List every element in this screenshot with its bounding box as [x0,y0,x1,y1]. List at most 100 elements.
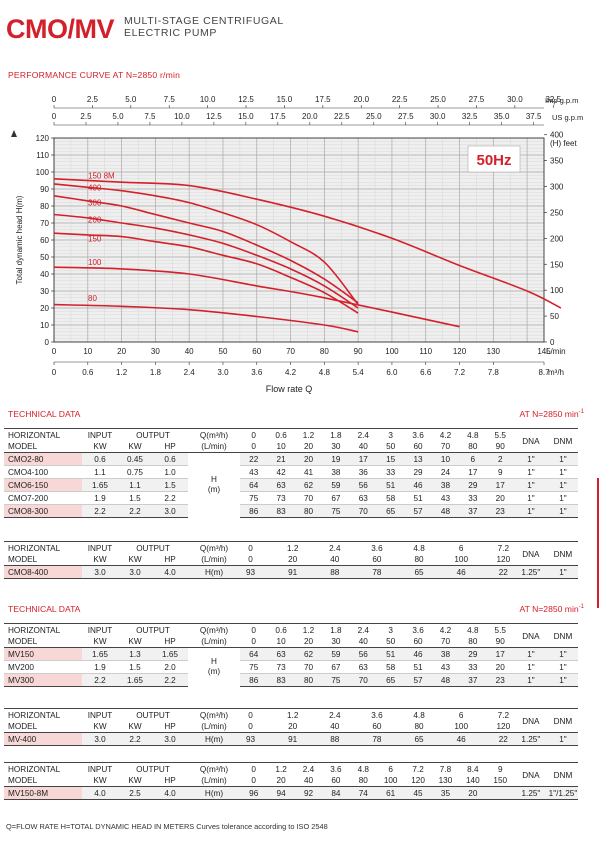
header-flow-lmin: 40 [330,721,340,731]
header-model: HORIZONTAL [4,541,83,554]
head-value-cell: 2 [486,452,514,466]
us-tick-label: 22.5 [334,112,350,121]
input-kw-cell: 0.6 [82,452,118,466]
empty-cell [429,565,451,579]
header-input-unit: KW [93,636,107,646]
head-value-cell: 96 [240,786,268,800]
header-dna: DNA [513,708,548,733]
head-value-cell: 62 [294,478,323,492]
head-value-cell: 88 [324,565,346,579]
output-kw-cell: 3.0 [118,565,153,579]
head-value-cell: 91 [282,732,304,746]
m3h-tick-label: 8.7 [538,368,550,377]
performance-title: PERFORMANCE CURVE AT N=2850 r/min [8,70,181,80]
header-flow-m3h [429,541,451,554]
header-flow-m3h: 3.6 [366,541,388,554]
header-flow-m3h: 4.8 [349,762,377,775]
head-value-cell: 43 [240,465,268,479]
dnm-cell: 1" [547,478,578,492]
header-flow-m3h: 0.6 [267,623,295,636]
y-tick-label: 60 [40,236,49,245]
header-flow-lmin: 60 [331,775,341,785]
lmin-tick-label: 70 [286,347,295,356]
dna-cell: 1" [513,478,548,492]
brand-title: CMO/MV [6,14,115,44]
head-value-cell: 17 [486,478,514,492]
dna-cell: 1" [513,673,548,687]
head-value-cell: 63 [267,647,295,661]
head-value-cell: 64 [240,478,268,492]
empty-cell [471,565,493,579]
y2-tick-label: 0 [550,338,555,347]
head-value-cell: 38 [322,465,350,479]
lmin-tick-label: 100 [385,347,399,356]
imp-tick-label: 0 [52,95,57,104]
head-value-cell: 24 [431,465,460,479]
model-cell: MV300 [4,673,82,687]
output-kw-cell: 2.2 [118,732,153,746]
header-q: Q(m³/h) [188,708,241,721]
us-tick-label: 27.5 [398,112,414,121]
header-flow-lmin: 90 [495,636,505,646]
curve-label: 80 [88,294,97,303]
header-flow-m3h [387,541,409,554]
table-row: MV300 2.2 1.65 2.2 86 83 80 75 70 65 57 48 37 23 1" 1" [4,673,578,687]
header-hp: HP [164,721,176,731]
head-value-cell: 20 [486,660,514,674]
head-value-cell: 17 [459,465,487,479]
model-cell: CMO8-400 [4,565,83,579]
head-value-cell: 45 [404,786,432,800]
m3h-tick-label: 0.6 [82,368,94,377]
header-model-2: MODEL [8,636,38,646]
header-flow-lmin [345,554,366,566]
curve-100 [53,266,460,328]
empty-cell [261,565,283,579]
head-value-cell: 22 [492,732,514,746]
head-value-cell: 43 [431,660,460,674]
dna-cell: 1" [513,491,548,505]
head-value-cell: 65 [376,504,405,518]
header-flow-lmin: 20 [276,775,286,785]
m3h-tick-label: 6.0 [386,368,398,377]
head-unit-meters: (m) [207,667,221,677]
head-unit-meters: (m) [207,485,221,495]
head-value-cell: 33 [376,465,405,479]
us-tick-label: 37.5 [526,112,542,121]
head-value-cell: 70 [349,673,377,687]
header-flow-lmin [387,554,408,566]
curve-label: 300 [88,199,102,208]
header-flow-m3h: 1.2 [294,428,323,441]
m3h-tick-label: 6.6 [420,368,432,377]
head-value-cell: 59 [322,647,350,661]
header-input-unit: KW [93,775,107,785]
header-flow-m3h: 4.8 [459,623,487,636]
tech-data-speed-1: AT N=2850 min-1 [520,409,585,419]
dna-cell: 1.25" [513,732,548,746]
header-flow-lmin: 120 [496,721,511,731]
header-flow-m3h: 0 [240,541,262,554]
header-kw: KW [128,775,142,785]
imp-unit-label: Imp g.p.m [545,96,578,105]
header-model: HORIZONTAL [4,762,82,775]
header-flow-lmin: 40 [358,636,368,646]
spec-table-mv-400: HORIZONTAL INPUT OUTPUT Q(m³/h) 0 1.2 2.4 3.6 4.… [4,708,578,746]
y-axis-label: Total dynamic head H(m) [15,195,24,284]
header-dna: DNA [513,762,548,787]
us-tick-label: 30.0 [430,112,446,121]
header-flow-lmin: 0 [251,775,256,785]
empty-cell [261,732,283,746]
output-hp-cell: 3.0 [152,732,189,746]
y2-tick-label: 100 [550,286,564,295]
header-flow-m3h: 3.6 [366,708,388,721]
x-axis-label: Flow rate Q [266,384,313,394]
lmin-unit-label: L/min [546,347,566,356]
header-q-unit: (L/min) [201,554,227,564]
us-tick-label: 5.0 [112,112,124,121]
table-header-row: HORIZONTAL INPUT OUTPUT Q(m³/h) 0 1.2 2.4 3.6 4.… [4,762,578,787]
head-value-cell: 92 [294,786,323,800]
header-flow-m3h: 1.8 [322,428,350,441]
header-flow-m3h: 5.5 [486,623,514,636]
header-flow-lmin: 60 [413,441,423,451]
y-tick-label: 70 [40,219,49,228]
output-kw-cell: 1.65 [118,673,152,687]
